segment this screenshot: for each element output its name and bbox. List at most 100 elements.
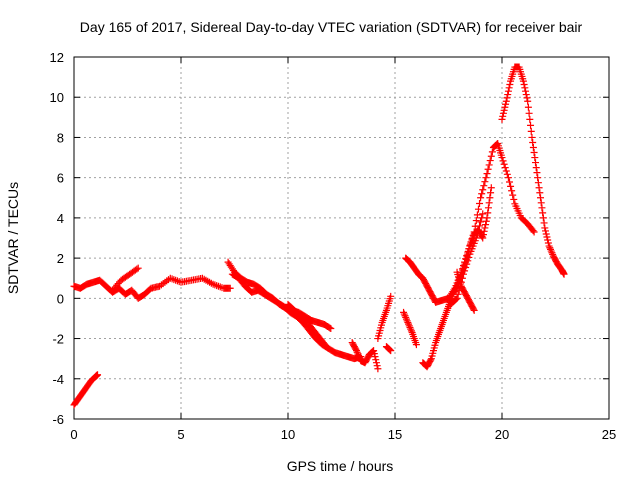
data-point	[133, 265, 141, 273]
data-point	[479, 210, 487, 218]
data-point	[520, 80, 528, 88]
data-point	[546, 244, 554, 252]
data-point	[355, 353, 363, 361]
data-point	[226, 284, 234, 292]
data-point	[400, 308, 408, 316]
data-point	[499, 109, 507, 117]
data-point	[529, 138, 537, 146]
data-point	[503, 94, 511, 102]
data-point	[535, 184, 543, 192]
data-point	[505, 84, 513, 92]
data-point	[352, 345, 360, 353]
data-point	[370, 347, 378, 355]
data-point	[524, 103, 532, 111]
data-point	[326, 324, 334, 332]
x-tick-label: 20	[495, 427, 509, 442]
data-point	[487, 184, 495, 192]
data-point	[454, 290, 462, 298]
data-point	[480, 182, 488, 190]
data-point	[385, 345, 393, 353]
data-point	[501, 103, 509, 111]
data-point	[134, 264, 142, 272]
data-point	[508, 187, 516, 195]
data-point	[412, 341, 420, 349]
data-point	[502, 100, 510, 108]
data-point	[547, 247, 555, 255]
data-point	[538, 204, 546, 212]
data-point	[534, 174, 542, 182]
data-point	[479, 186, 487, 194]
data-point	[507, 182, 515, 190]
data-point	[542, 227, 550, 235]
data-point	[453, 294, 461, 302]
data-point	[476, 222, 484, 230]
data-point	[387, 347, 395, 355]
data-point	[327, 325, 335, 332]
data-point	[533, 169, 541, 177]
data-point	[352, 347, 360, 355]
data-point	[472, 217, 480, 225]
data-point	[485, 199, 493, 207]
data-point	[529, 144, 537, 151]
data-point	[488, 148, 496, 156]
data-point	[401, 312, 409, 320]
data-point	[548, 249, 556, 257]
data-point	[510, 195, 518, 203]
x-axis-label: GPS time / hours	[287, 458, 394, 474]
y-tick-label: 8	[57, 130, 64, 145]
data-point	[386, 346, 394, 354]
data-point	[522, 87, 530, 95]
chart-title: Day 165 of 2017, Sidereal Day-to-day VTE…	[80, 19, 583, 35]
data-point	[536, 189, 544, 197]
data-point	[499, 157, 507, 165]
data-point	[482, 174, 490, 182]
data-point	[502, 97, 510, 105]
data-point	[526, 115, 534, 123]
data-point	[479, 234, 487, 242]
data-point	[405, 322, 413, 330]
x-tick-label: 5	[177, 427, 184, 442]
data-point	[402, 315, 410, 323]
data-point	[539, 209, 547, 217]
x-tick-label: 10	[281, 427, 295, 442]
data-point	[484, 165, 492, 173]
data-point	[530, 228, 538, 236]
data-point	[323, 343, 331, 351]
y-tick-label: 4	[57, 211, 64, 226]
y-axis-label: SDTVAR / TECUs	[5, 182, 21, 294]
data-point	[406, 323, 414, 331]
y-tick-label: 0	[57, 291, 64, 306]
data-point	[354, 350, 362, 358]
data-point	[400, 310, 408, 318]
data-point	[530, 149, 538, 157]
data-point	[461, 267, 469, 275]
data-point	[484, 209, 492, 217]
data-point	[529, 227, 537, 235]
data-point	[544, 236, 552, 244]
data-point	[544, 239, 552, 247]
data-point	[545, 242, 553, 250]
data-point	[499, 112, 507, 120]
data-point	[403, 317, 411, 325]
data-point	[525, 109, 533, 117]
data-point	[528, 133, 536, 141]
data-point	[504, 87, 512, 95]
data-point	[372, 356, 380, 364]
data-point	[473, 211, 481, 219]
data-point	[527, 127, 535, 135]
x-tick-label: 15	[388, 427, 402, 442]
data-point	[524, 97, 532, 105]
data-point	[537, 199, 545, 207]
data-point	[474, 226, 482, 234]
data-point	[94, 371, 102, 379]
data-point	[371, 353, 379, 361]
data-point	[481, 224, 489, 232]
data-point	[500, 106, 508, 114]
data-point	[405, 320, 413, 328]
data-point	[521, 84, 529, 92]
data-point	[462, 263, 470, 271]
data-point	[480, 227, 488, 235]
data-point	[486, 194, 494, 202]
data-point	[370, 350, 378, 358]
data-point	[531, 154, 539, 162]
